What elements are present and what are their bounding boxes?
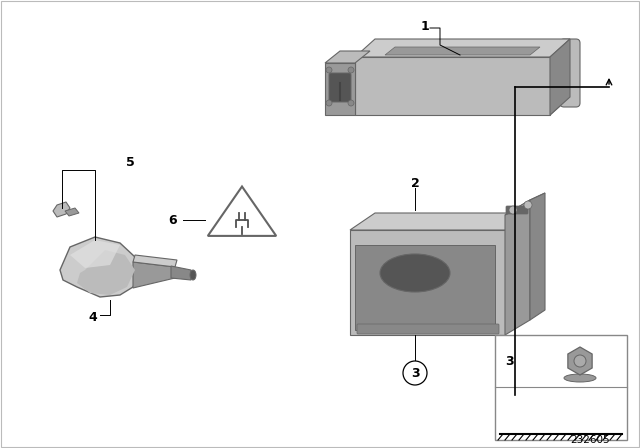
- Text: 6: 6: [168, 214, 177, 227]
- Text: 4: 4: [88, 310, 97, 323]
- Circle shape: [348, 67, 354, 73]
- Text: 232605: 232605: [570, 435, 610, 445]
- Circle shape: [574, 355, 586, 367]
- Circle shape: [524, 201, 532, 209]
- Circle shape: [326, 67, 332, 73]
- Polygon shape: [350, 230, 505, 335]
- Bar: [495, 335, 627, 440]
- Polygon shape: [355, 97, 570, 115]
- Polygon shape: [133, 262, 175, 288]
- Ellipse shape: [564, 374, 596, 382]
- Text: 1: 1: [420, 20, 429, 33]
- Polygon shape: [133, 255, 177, 267]
- Text: 3: 3: [411, 366, 419, 379]
- Ellipse shape: [380, 254, 450, 292]
- Polygon shape: [505, 193, 545, 215]
- Polygon shape: [325, 63, 355, 115]
- Polygon shape: [355, 245, 495, 330]
- Polygon shape: [355, 39, 570, 57]
- Polygon shape: [568, 347, 592, 375]
- Circle shape: [348, 100, 354, 106]
- Polygon shape: [70, 240, 120, 268]
- Polygon shape: [77, 250, 135, 295]
- Polygon shape: [350, 213, 530, 230]
- Circle shape: [403, 361, 427, 385]
- Polygon shape: [355, 57, 550, 115]
- FancyBboxPatch shape: [506, 206, 528, 214]
- Circle shape: [326, 100, 332, 106]
- Polygon shape: [53, 202, 70, 217]
- FancyBboxPatch shape: [560, 39, 580, 107]
- Polygon shape: [550, 39, 570, 115]
- FancyBboxPatch shape: [357, 324, 499, 334]
- Polygon shape: [325, 51, 370, 63]
- Polygon shape: [385, 47, 540, 55]
- Polygon shape: [60, 237, 140, 297]
- Polygon shape: [530, 193, 545, 320]
- Text: 5: 5: [125, 155, 134, 168]
- Polygon shape: [208, 186, 276, 236]
- Polygon shape: [505, 200, 530, 335]
- Polygon shape: [65, 208, 79, 216]
- Circle shape: [509, 206, 517, 214]
- Text: 2: 2: [411, 177, 419, 190]
- FancyBboxPatch shape: [329, 73, 351, 102]
- Ellipse shape: [190, 270, 196, 280]
- Polygon shape: [171, 266, 191, 280]
- Text: 3: 3: [505, 354, 513, 367]
